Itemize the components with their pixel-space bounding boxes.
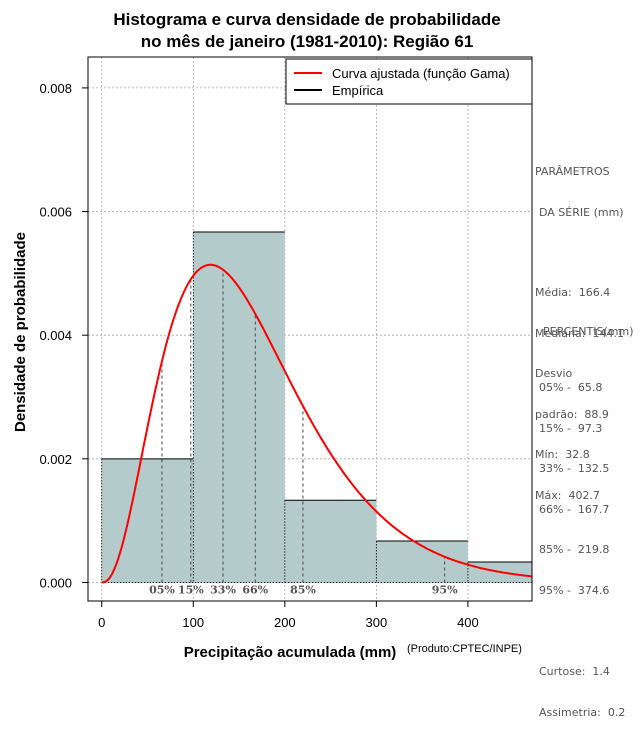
y-tick-label: 0.006 [39, 205, 72, 220]
gamma-curve [101, 263, 533, 584]
param-mean: Média: 166.4 [535, 286, 611, 299]
percentile-label: 05% [149, 583, 175, 596]
parameters-header-1: PARÂMETROS [535, 165, 610, 178]
percentile-label: 66% [242, 583, 268, 596]
legend-box [285, 58, 533, 105]
percentile-row: 85% - 219.8 [539, 543, 610, 556]
y-axis-title: Densidade de probabilidade [12, 232, 29, 432]
chart-title-line2: no mês de janeiro (1981-2010): Região 61 [141, 32, 474, 51]
param-std-2: padrão: 88.9 [535, 407, 609, 421]
y-tick-label: 0.000 [39, 575, 72, 590]
y-tick-label: 0.004 [39, 328, 72, 343]
percentile-row: 66% - 167.7 [539, 502, 610, 516]
x-tick-label: 300 [366, 615, 388, 630]
percentile-row: 95% - 374.6 [539, 583, 610, 597]
x-axis: 0 100 200 300 400 [98, 600, 479, 630]
y-axis: 0.000 0.002 0.004 0.006 0.008 [39, 81, 89, 590]
product-credit: (Produto:CPTEC/INPE) [407, 643, 522, 655]
x-tick-label: 0 [98, 615, 105, 630]
histogram-bar [284, 500, 377, 583]
param-median: Mediana: 144.1 [535, 326, 624, 340]
x-tick-label: 400 [457, 615, 479, 630]
chart-title-line1: Histograma e curva densidade de probabil… [113, 10, 500, 29]
parameters-panel: PARÂMETROS DA SÉRIE (mm) Média: 166.4 Me… [535, 138, 624, 516]
y-tick-label: 0.008 [39, 81, 72, 96]
percentile-row: 33% - 132.5 [539, 462, 610, 475]
percentile-row: 15% - 97.3 [539, 421, 603, 435]
x-tick-label: 100 [182, 615, 204, 630]
histogram-bars [101, 231, 532, 583]
param-std-1: Desvio [535, 367, 573, 380]
legend: Curva ajustada (função Gama) Empírica [285, 58, 533, 105]
x-tick-label: 200 [274, 615, 296, 630]
percentiles-panel: 05% - 65.8 15% - 97.3 33% - 132.5 66% - … [539, 354, 625, 733]
parameters-header-2: DA SÉRIE (mm) [539, 205, 624, 219]
kurtosis: Curtose: 1.4 [539, 665, 610, 678]
histogram-bar [376, 541, 468, 583]
histogram-bar [193, 231, 285, 583]
param-min: Mín: 32.8 [535, 448, 590, 461]
percentile-label: 15% [178, 583, 204, 596]
skewness: Assimetria: 0.2 [539, 705, 626, 719]
percentiles-header: PERCENTIS(mm) [543, 325, 634, 338]
percentile-lines: 05% 15% 33% 66% 85% 95% [149, 269, 458, 596]
percentile-label: 85% [290, 583, 316, 596]
histogram-chart: Histograma e curva densidade de probabil… [12, 10, 533, 660]
percentile-row: 05% - 65.8 [539, 381, 603, 394]
legend-empirical-label: Empírica [332, 83, 384, 98]
percentile-label: 95% [432, 583, 458, 596]
legend-fitted-label: Curva ajustada (função Gama) [332, 66, 510, 81]
x-axis-title: Precipitação acumulada (mm) [184, 644, 397, 660]
param-max: Máx: 402.7 [535, 488, 600, 502]
percentile-label: 33% [210, 583, 236, 596]
y-tick-label: 0.002 [39, 452, 72, 467]
